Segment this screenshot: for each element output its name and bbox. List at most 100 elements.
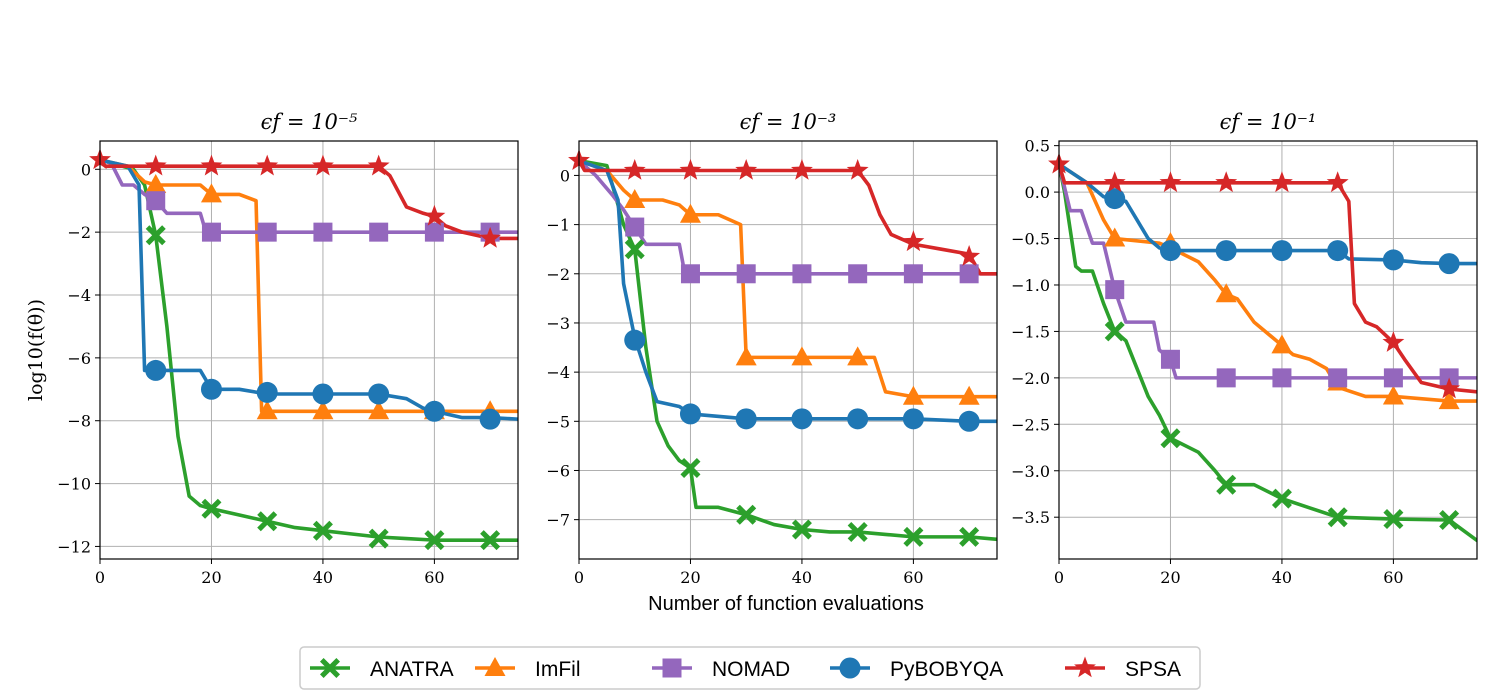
marker-pybobyqa bbox=[735, 408, 757, 430]
marker-pybobyqa bbox=[200, 378, 222, 400]
marker-anatra bbox=[368, 528, 389, 549]
marker-nomad bbox=[369, 222, 389, 242]
y-tick-label: −5 bbox=[546, 412, 570, 431]
marker-spsa bbox=[735, 159, 758, 180]
x-tick-label: 60 bbox=[424, 568, 444, 587]
marker-nomad bbox=[1272, 368, 1292, 388]
marker-anatra bbox=[1383, 509, 1404, 530]
marker-nomad bbox=[424, 222, 444, 242]
marker-pybobyqa bbox=[958, 410, 980, 432]
marker-pybobyqa bbox=[1215, 240, 1237, 262]
series-line-pybobyqa bbox=[579, 158, 997, 424]
marker-pybobyqa bbox=[1271, 240, 1293, 262]
series-line-nomad bbox=[1059, 162, 1477, 380]
marker-spsa bbox=[367, 154, 390, 176]
marker-pybobyqa bbox=[1438, 253, 1460, 275]
marker-imfil bbox=[256, 400, 278, 420]
marker-spsa bbox=[1271, 171, 1293, 193]
y-tick-label: −6 bbox=[67, 349, 91, 368]
marker-nomad bbox=[625, 217, 645, 237]
marker-pybobyqa bbox=[479, 408, 501, 430]
markers bbox=[568, 149, 981, 547]
marker-anatra bbox=[1216, 474, 1237, 495]
marker-spsa bbox=[423, 204, 446, 226]
y-tick-label: −4 bbox=[67, 286, 91, 305]
marker-spsa bbox=[479, 226, 502, 248]
marker-imfil bbox=[145, 174, 167, 193]
axes-frame bbox=[1058, 140, 1478, 560]
series-line-spsa bbox=[579, 158, 997, 276]
y-tick-label: 0 bbox=[560, 166, 570, 185]
legend-marker-imfil bbox=[484, 657, 506, 676]
series-line-spsa bbox=[100, 158, 518, 241]
marker-imfil bbox=[624, 189, 646, 209]
marker-pybobyqa bbox=[368, 383, 390, 405]
x-tick-label: 20 bbox=[680, 568, 700, 587]
y-tick-label: −1 bbox=[546, 216, 570, 235]
legend-item-pybobyqa: PyBOBYQA bbox=[830, 657, 1003, 681]
y-tick-label: −7 bbox=[546, 511, 570, 530]
marker-nomad bbox=[959, 264, 979, 284]
legend-item-spsa: SPSA bbox=[1065, 656, 1181, 681]
marker-anatra bbox=[959, 526, 980, 547]
marker-imfil bbox=[902, 385, 924, 405]
legend-marker-spsa bbox=[1074, 656, 1096, 678]
y-tick-label: −2.0 bbox=[1011, 369, 1050, 388]
marker-spsa bbox=[256, 154, 279, 176]
series-line-anatra bbox=[579, 158, 997, 542]
marker-nomad bbox=[792, 264, 812, 284]
y-tick-label: −3.0 bbox=[1011, 462, 1050, 481]
marker-imfil bbox=[1438, 390, 1460, 410]
y-tick-label: 0.0 bbox=[1025, 183, 1050, 202]
marker-anatra bbox=[1104, 321, 1125, 342]
panel-title: ϵf = 10⁻³ bbox=[740, 110, 837, 134]
y-tick-label: −12 bbox=[57, 537, 91, 556]
marker-imfil bbox=[1104, 227, 1126, 247]
marker-anatra bbox=[257, 511, 278, 532]
series-line-anatra bbox=[1059, 162, 1477, 543]
marker-spsa bbox=[1438, 377, 1461, 399]
marker-nomad bbox=[1383, 368, 1403, 388]
series-group bbox=[1059, 162, 1477, 543]
x-tick-label: 0 bbox=[1054, 568, 1064, 587]
marker-nomad bbox=[848, 264, 868, 284]
y-tick-label: −0.5 bbox=[1011, 230, 1050, 249]
markers bbox=[89, 148, 502, 551]
y-tick-label: −3.5 bbox=[1011, 508, 1050, 527]
x-tick-label: 20 bbox=[1160, 568, 1180, 587]
x-tick-label: 20 bbox=[201, 568, 221, 587]
marker-spsa bbox=[1382, 331, 1405, 352]
marker-spsa bbox=[902, 230, 925, 252]
marker-pybobyqa bbox=[1159, 240, 1181, 262]
y-tick-label: −8 bbox=[67, 412, 91, 431]
panel-3: 0 20 40 60 0.5 0.0 −0.5 −1.0 −1.5 −2.0 −2.5 −3.0 −3.… bbox=[1011, 110, 1478, 587]
marker-anatra bbox=[312, 520, 333, 541]
legend-label: PyBOBYQA bbox=[890, 658, 1003, 681]
x-tick-label: 60 bbox=[903, 568, 923, 587]
marker-nomad bbox=[1216, 368, 1236, 388]
marker-anatra bbox=[1160, 428, 1181, 449]
markers bbox=[1048, 152, 1461, 530]
panel-title: ϵf = 10⁻⁵ bbox=[261, 110, 358, 134]
panel-2: 0 20 40 60 0 −1 −2 −3 −4 −5 −6 −7 ϵf = 10⁻³ bbox=[546, 110, 998, 587]
marker-nomad bbox=[736, 264, 756, 284]
marker-pybobyqa bbox=[679, 403, 701, 425]
marker-anatra bbox=[1271, 488, 1292, 509]
marker-imfil bbox=[958, 385, 980, 405]
marker-spsa bbox=[144, 154, 167, 176]
x-tick-label: 0 bbox=[574, 568, 584, 587]
marker-anatra bbox=[1327, 507, 1348, 528]
legend-label: NOMAD bbox=[712, 658, 790, 681]
marker-pybobyqa bbox=[791, 408, 813, 430]
legend-label: SPSA bbox=[1125, 658, 1181, 681]
marker-pybobyqa bbox=[1104, 188, 1126, 210]
y-tick-label: −2 bbox=[67, 223, 91, 242]
marker-pybobyqa bbox=[1327, 240, 1349, 262]
marker-imfil bbox=[791, 346, 813, 366]
legend-marker-anatra bbox=[320, 658, 340, 678]
marker-pybobyqa bbox=[902, 408, 924, 430]
axes-frame bbox=[578, 140, 998, 560]
axes-frame bbox=[99, 140, 519, 560]
y-tick-label: 0.5 bbox=[1025, 137, 1050, 156]
